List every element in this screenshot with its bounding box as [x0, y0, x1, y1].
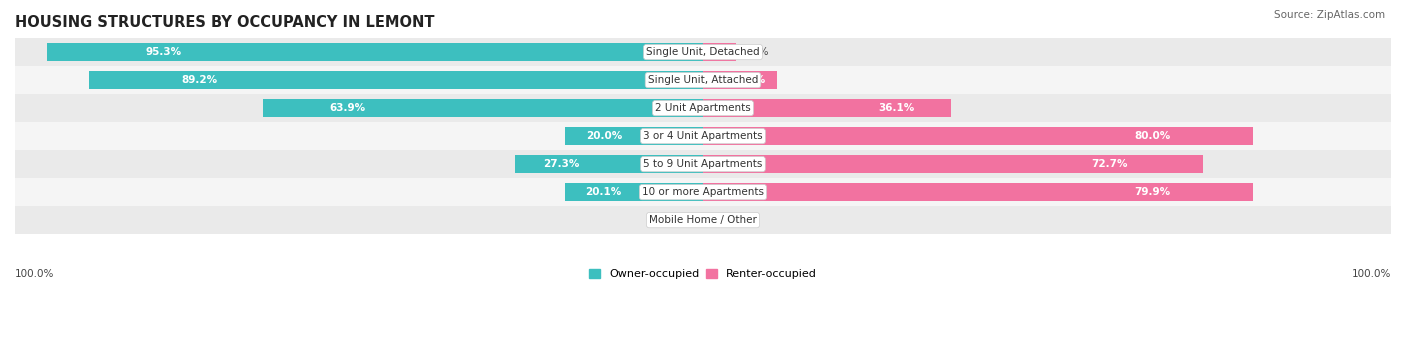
Bar: [0, 122, 1391, 150]
Bar: [90, 72, 703, 89]
Text: Single Unit, Attached: Single Unit, Attached: [648, 75, 758, 85]
Text: 36.1%: 36.1%: [877, 103, 914, 113]
Text: 5 to 9 Unit Apartments: 5 to 9 Unit Apartments: [644, 159, 762, 169]
Bar: [0, 66, 1391, 94]
Text: 4.8%: 4.8%: [742, 47, 769, 57]
Text: 89.2%: 89.2%: [181, 75, 218, 85]
Text: 2 Unit Apartments: 2 Unit Apartments: [655, 103, 751, 113]
Text: Source: ZipAtlas.com: Source: ZipAtlas.com: [1274, 10, 1385, 20]
Bar: [0, 150, 1391, 178]
Text: 0.0%: 0.0%: [717, 215, 742, 225]
Text: Mobile Home / Other: Mobile Home / Other: [650, 215, 756, 225]
Bar: [565, 128, 703, 145]
Text: 20.1%: 20.1%: [585, 187, 621, 197]
Text: 10 or more Apartments: 10 or more Apartments: [643, 187, 763, 197]
Text: 3 or 4 Unit Apartments: 3 or 4 Unit Apartments: [643, 131, 763, 141]
Text: 63.9%: 63.9%: [329, 103, 366, 113]
Bar: [565, 183, 703, 201]
Bar: [703, 183, 1253, 201]
Text: 100.0%: 100.0%: [15, 269, 55, 280]
Bar: [0, 38, 1391, 66]
Bar: [0, 178, 1391, 206]
Bar: [703, 155, 1204, 173]
Text: 0.0%: 0.0%: [664, 215, 689, 225]
Bar: [703, 43, 735, 61]
Bar: [703, 100, 952, 117]
Text: 10.8%: 10.8%: [730, 75, 766, 85]
Bar: [703, 72, 778, 89]
Bar: [48, 43, 703, 61]
Text: 72.7%: 72.7%: [1091, 159, 1128, 169]
Bar: [703, 128, 1253, 145]
Bar: [515, 155, 703, 173]
Text: 27.3%: 27.3%: [543, 159, 579, 169]
Bar: [0, 206, 1391, 234]
Text: 20.0%: 20.0%: [586, 131, 623, 141]
Bar: [263, 100, 703, 117]
Text: 79.9%: 79.9%: [1135, 187, 1170, 197]
Text: 95.3%: 95.3%: [146, 47, 181, 57]
Text: 80.0%: 80.0%: [1135, 131, 1171, 141]
Text: HOUSING STRUCTURES BY OCCUPANCY IN LEMONT: HOUSING STRUCTURES BY OCCUPANCY IN LEMON…: [15, 15, 434, 30]
Bar: [0, 94, 1391, 122]
Text: 100.0%: 100.0%: [1351, 269, 1391, 280]
Text: Single Unit, Detached: Single Unit, Detached: [647, 47, 759, 57]
Legend: Owner-occupied, Renter-occupied: Owner-occupied, Renter-occupied: [585, 264, 821, 283]
